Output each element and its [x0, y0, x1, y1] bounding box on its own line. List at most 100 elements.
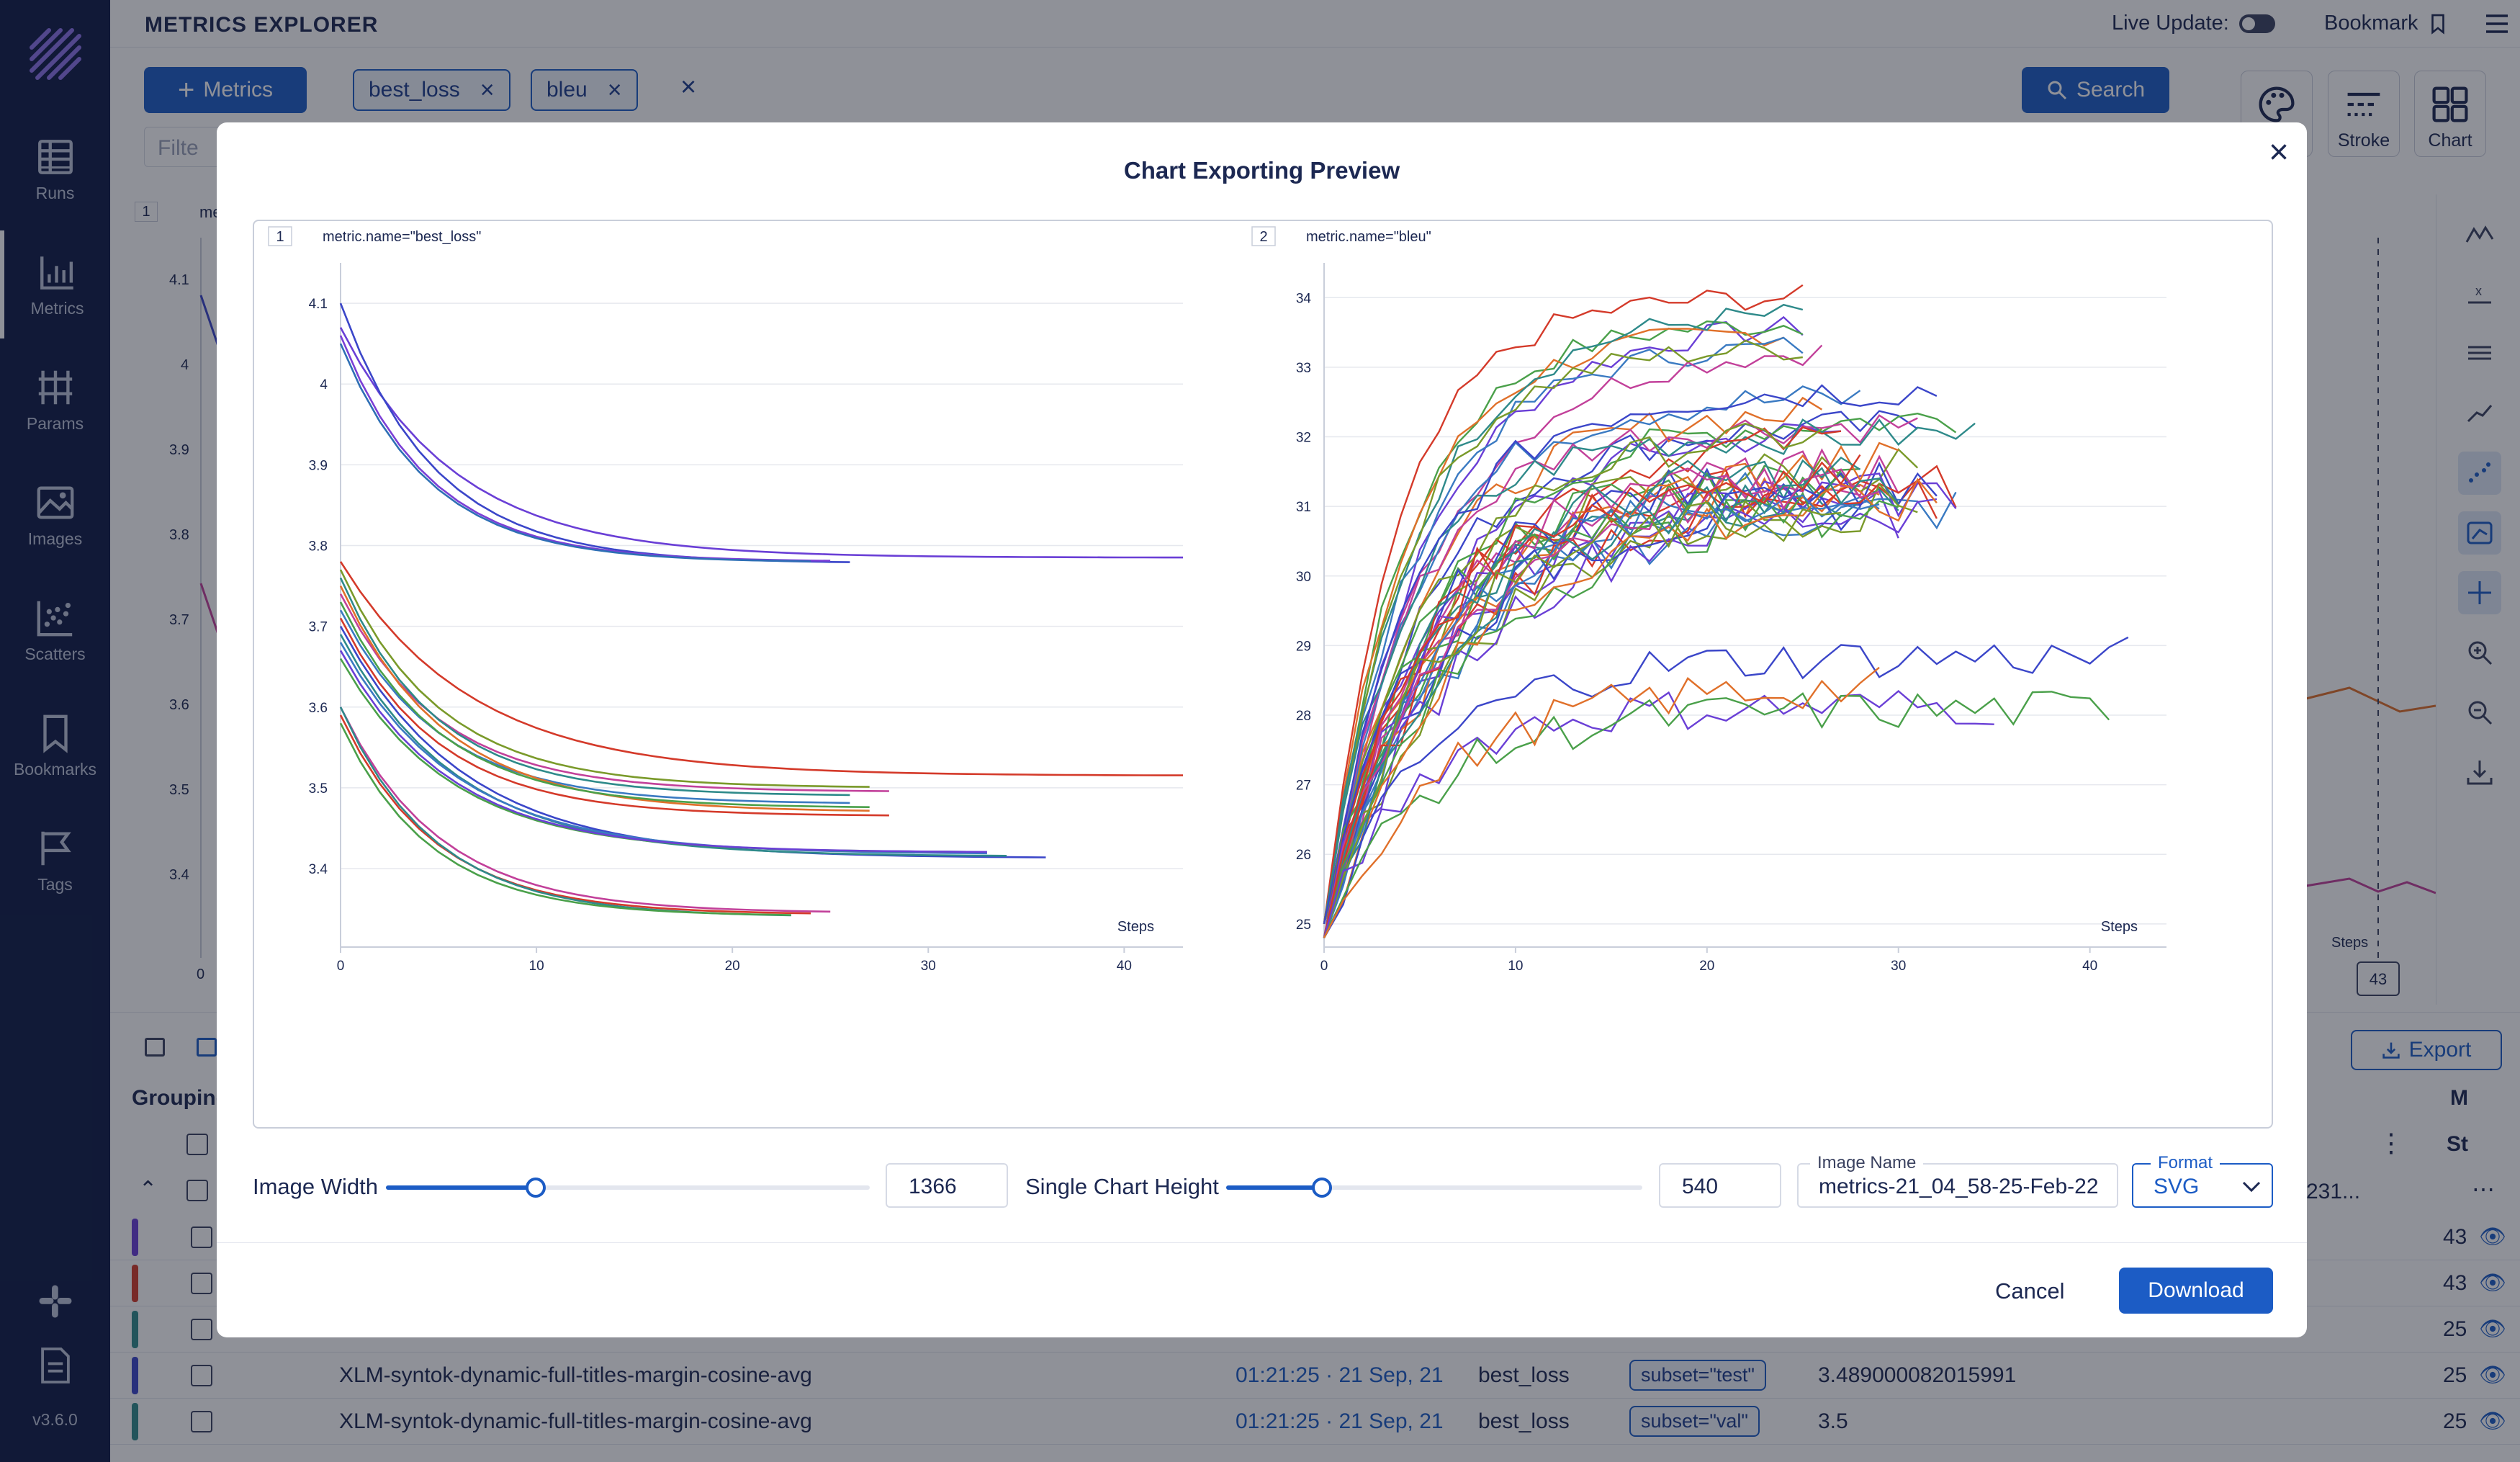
group-checkbox[interactable] [186, 1180, 208, 1201]
preview-charts: 1 metric.name="best_loss" 3.4 3.5 3.6 3.7 3.8 3… [268, 226, 2166, 974]
select-all-checkbox[interactable] [186, 1134, 208, 1155]
column-menu-icon[interactable]: ⋮ [2378, 1128, 2404, 1157]
sidebar-item-metrics[interactable]: Metrics [0, 230, 110, 338]
background-y-tick: 4.1 [169, 272, 189, 288]
palette-tile[interactable] [2241, 71, 2313, 157]
move-icon[interactable] [2458, 571, 2501, 614]
series-line [1323, 303, 1804, 924]
sidebar-item-images[interactable]: Images [0, 461, 110, 569]
sidebar-item-scatters[interactable]: Scatters [0, 576, 110, 684]
highlight-mode-icon[interactable] [2458, 452, 2501, 495]
sidebar-item-tags[interactable]: Tags [0, 807, 110, 915]
download-button[interactable]: Download [2119, 1268, 2273, 1314]
slack-icon[interactable] [0, 1283, 110, 1319]
export-button[interactable]: Export [2351, 1030, 2502, 1070]
chip-remove-icon[interactable]: × [480, 76, 495, 104]
table-row[interactable]: XLM-syntok-dynamic-full-titles-margin-co… [110, 1353, 2520, 1399]
series-line [339, 722, 791, 916]
visibility-icon[interactable]: 👁 [2479, 1409, 2507, 1433]
cancel-button[interactable]: Cancel [1995, 1278, 2065, 1304]
image-width-slider-fill [386, 1185, 536, 1190]
menu-icon[interactable] [2485, 13, 2509, 38]
metric-chip[interactable]: bleu × [531, 69, 638, 111]
visibility-icon[interactable]: 👁 [2479, 1271, 2507, 1295]
y-tick-label: 3.6 [309, 701, 328, 716]
format-select[interactable]: Format SVG [2132, 1153, 2273, 1208]
bookmark-add-icon [2431, 14, 2444, 35]
series-line [1323, 284, 1804, 924]
live-update: Live Update: [2112, 12, 2275, 35]
sidebar-item-label: Runs [35, 183, 75, 202]
chart-height-input[interactable]: 540 [1659, 1163, 1781, 1208]
docs-icon[interactable] [0, 1347, 110, 1384]
live-update-toggle[interactable] [2238, 14, 2275, 33]
group-menu-icon[interactable]: ⋯ [2472, 1176, 2495, 1202]
download-icon[interactable] [2458, 750, 2501, 794]
chart-height-slider-fill [1226, 1185, 1322, 1190]
smoothing-icon[interactable] [2458, 332, 2501, 375]
x-tick-label: 10 [529, 959, 544, 974]
x-axis-icon[interactable]: x [2458, 272, 2501, 315]
y-tick-label: 3.9 [309, 458, 328, 473]
table-half-view-icon[interactable] [197, 1038, 217, 1057]
series-line [1323, 384, 1938, 925]
zoom-box-icon[interactable] [2458, 511, 2501, 555]
table-view-icon[interactable] [145, 1038, 165, 1057]
image-width-input[interactable]: 1366 [886, 1163, 1008, 1208]
stroke-tile[interactable]: Stroke [2328, 71, 2400, 157]
table-row[interactable]: 25 👁 [110, 1306, 2520, 1353]
chart-tools-panel: x [2436, 194, 2520, 1005]
visibility-icon[interactable]: 👁 [2479, 1363, 2507, 1387]
aggregation-icon[interactable] [2458, 392, 2501, 435]
visibility-icon[interactable]: 👁 [2479, 1317, 2507, 1341]
ignore-outliers-icon[interactable] [2458, 212, 2501, 256]
series-line [1323, 501, 1842, 938]
chip-remove-icon[interactable]: × [607, 76, 622, 104]
row-checkbox[interactable] [191, 1273, 212, 1294]
chart-tile[interactable]: Chart [2414, 71, 2486, 157]
row-metric: best_loss [1478, 1363, 1570, 1387]
chart-height-slider-thumb[interactable] [1311, 1178, 1332, 1198]
sidebar-item-bookmarks[interactable]: Bookmarks [0, 691, 110, 799]
format-value: SVG [2154, 1175, 2200, 1198]
series-line [339, 327, 1183, 559]
chart-height-slider[interactable] [1226, 1178, 1642, 1198]
close-icon[interactable]: × [2269, 133, 2290, 171]
metric-chip[interactable]: best_loss × [353, 69, 510, 111]
search-button[interactable]: Search [2022, 67, 2169, 113]
x-tick-label: 30 [921, 959, 936, 974]
live-update-label: Live Update: [2112, 12, 2229, 35]
table-row[interactable]: XLM-syntok-dynamic-full-titles-margin-co… [110, 1399, 2520, 1445]
add-metrics-button[interactable]: + Metrics [144, 67, 307, 113]
row-checkbox[interactable] [191, 1365, 212, 1386]
column-header-m: M [2450, 1086, 2468, 1110]
chart-index: 2 [1259, 229, 1267, 245]
search-label: Search [2076, 78, 2146, 102]
image-width-slider-thumb[interactable] [526, 1178, 546, 1198]
group-collapse-icon[interactable]: ⌃ [139, 1178, 158, 1201]
zoom-in-icon[interactable] [2458, 631, 2501, 674]
bookmark-button[interactable]: Bookmark [2324, 12, 2449, 35]
visibility-icon[interactable]: 👁 [2479, 1225, 2507, 1249]
image-width-slider[interactable] [386, 1178, 870, 1198]
sidebar: Runs Metrics Params Images Scatters Book… [0, 0, 110, 1462]
bar-chart-icon [40, 256, 73, 290]
row-time[interactable]: 01:21:25 · 21 Sep, 21 [1236, 1363, 1444, 1387]
column-header-st: St [2447, 1132, 2468, 1156]
row-checkbox[interactable] [191, 1319, 212, 1340]
series-line [1323, 418, 1976, 924]
row-checkbox[interactable] [191, 1226, 212, 1248]
plus-icon: + [177, 74, 195, 106]
image-name-label: Image Name [1810, 1153, 1924, 1173]
zoom-out-icon[interactable] [2458, 691, 2501, 734]
image-name-field[interactable]: Image Name metrics-21_04_58-25-Feb-22 [1797, 1153, 2118, 1208]
row-time[interactable]: 01:21:25 · 21 Sep, 21 [1236, 1409, 1444, 1433]
aim-logo-icon[interactable] [27, 26, 84, 86]
bookmark-label: Bookmark [2324, 12, 2418, 35]
row-step: 25 [2443, 1409, 2467, 1433]
row-checkbox[interactable] [191, 1411, 212, 1432]
sidebar-item-params[interactable]: Params [0, 346, 110, 454]
stroke-label: Stroke [2337, 130, 2390, 151]
clear-all-icon[interactable]: × [680, 72, 697, 102]
sidebar-item-runs[interactable]: Runs [0, 115, 110, 223]
